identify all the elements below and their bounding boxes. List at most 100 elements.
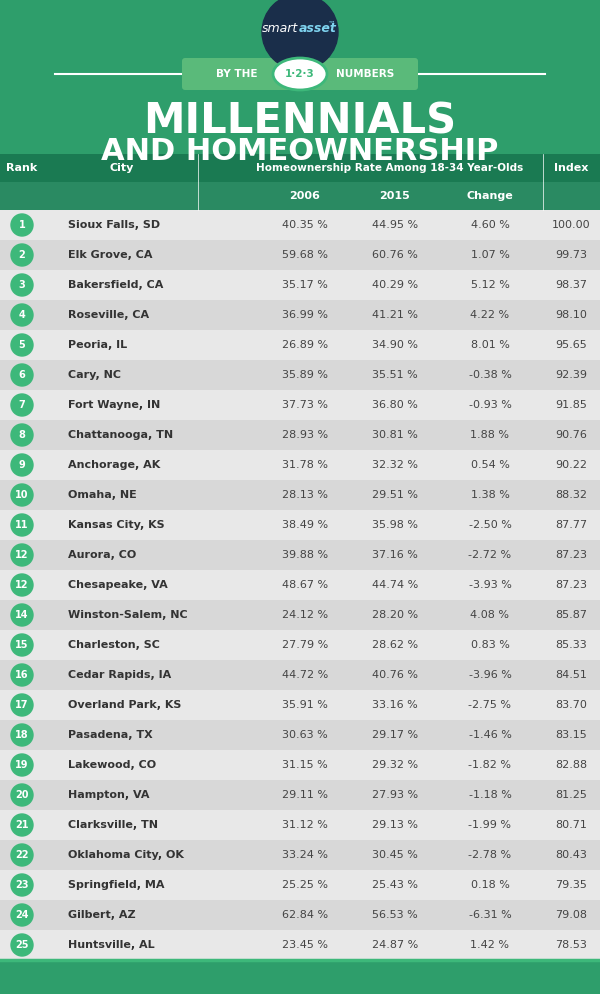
Text: 40.35 %: 40.35 % <box>282 220 328 230</box>
Text: 100.00: 100.00 <box>551 220 590 230</box>
Text: Bakersfield, CA: Bakersfield, CA <box>68 280 163 290</box>
Text: -2.78 %: -2.78 % <box>469 850 512 860</box>
Bar <box>0 450 600 480</box>
Text: -2.72 %: -2.72 % <box>469 550 512 560</box>
Text: 99.73: 99.73 <box>555 250 587 260</box>
Text: Hampton, VA: Hampton, VA <box>68 790 149 800</box>
Text: 34.90 %: 34.90 % <box>372 340 418 350</box>
Bar <box>0 630 600 660</box>
Text: Roseville, CA: Roseville, CA <box>68 310 149 320</box>
Text: 83.70: 83.70 <box>555 700 587 710</box>
Text: 84.51: 84.51 <box>555 670 587 680</box>
Text: Chesapeake, VA: Chesapeake, VA <box>68 580 168 590</box>
Text: 30.45 %: 30.45 % <box>372 850 418 860</box>
Text: -0.93 %: -0.93 % <box>469 400 511 410</box>
Text: 81.25: 81.25 <box>555 790 587 800</box>
Circle shape <box>11 664 33 686</box>
Text: 0.83 %: 0.83 % <box>470 640 509 650</box>
Text: 32.32 %: 32.32 % <box>372 460 418 470</box>
Text: Pasadena, TX: Pasadena, TX <box>68 730 153 740</box>
Circle shape <box>11 244 33 266</box>
Text: -3.96 %: -3.96 % <box>469 670 511 680</box>
Text: 23: 23 <box>15 880 29 890</box>
Text: 95.65: 95.65 <box>555 340 587 350</box>
Text: 5: 5 <box>19 340 25 350</box>
Circle shape <box>11 364 33 386</box>
Text: Cedar Rapids, IA: Cedar Rapids, IA <box>68 670 171 680</box>
Bar <box>0 210 600 240</box>
Text: 10: 10 <box>15 490 29 500</box>
Text: 14: 14 <box>15 610 29 620</box>
Text: 21: 21 <box>15 820 29 830</box>
Bar <box>0 780 600 810</box>
Text: 40.76 %: 40.76 % <box>372 670 418 680</box>
Text: 82.88: 82.88 <box>555 760 587 770</box>
Circle shape <box>11 694 33 716</box>
Text: 85.87: 85.87 <box>555 610 587 620</box>
Text: 1.38 %: 1.38 % <box>470 490 509 500</box>
Text: 29.11 %: 29.11 % <box>282 790 328 800</box>
Text: 87.77: 87.77 <box>555 520 587 530</box>
Circle shape <box>11 814 33 836</box>
Text: 9: 9 <box>19 460 25 470</box>
Circle shape <box>11 214 33 236</box>
Text: 11: 11 <box>15 520 29 530</box>
Circle shape <box>11 424 33 446</box>
Text: Cary, NC: Cary, NC <box>68 370 121 380</box>
FancyBboxPatch shape <box>182 58 418 90</box>
Text: 1.42 %: 1.42 % <box>470 940 509 950</box>
Text: 44.95 %: 44.95 % <box>372 220 418 230</box>
Bar <box>0 900 600 930</box>
Text: 79.35: 79.35 <box>555 880 587 890</box>
Text: Gilbert, AZ: Gilbert, AZ <box>68 910 136 920</box>
Text: 48.67 %: 48.67 % <box>282 580 328 590</box>
Text: 38.49 %: 38.49 % <box>282 520 328 530</box>
Bar <box>0 510 600 540</box>
Text: 20: 20 <box>15 790 29 800</box>
Text: 29.17 %: 29.17 % <box>372 730 418 740</box>
Text: -0.38 %: -0.38 % <box>469 370 511 380</box>
Text: 79.08: 79.08 <box>555 910 587 920</box>
Text: 92.39: 92.39 <box>555 370 587 380</box>
Text: 16: 16 <box>15 670 29 680</box>
Text: 88.32: 88.32 <box>555 490 587 500</box>
Bar <box>0 750 600 780</box>
Circle shape <box>11 514 33 536</box>
Text: 80.71: 80.71 <box>555 820 587 830</box>
Bar <box>0 300 600 330</box>
Bar <box>0 390 600 420</box>
Text: 4.60 %: 4.60 % <box>470 220 509 230</box>
Text: 90.76: 90.76 <box>555 430 587 440</box>
Circle shape <box>11 544 33 566</box>
Text: -2.75 %: -2.75 % <box>469 700 511 710</box>
Bar <box>0 270 600 300</box>
Text: 26.89 %: 26.89 % <box>282 340 328 350</box>
Text: 37.73 %: 37.73 % <box>282 400 328 410</box>
Text: 7: 7 <box>19 400 25 410</box>
Bar <box>0 360 600 390</box>
Text: 24: 24 <box>15 910 29 920</box>
Text: 35.51 %: 35.51 % <box>372 370 418 380</box>
Text: Overland Park, KS: Overland Park, KS <box>68 700 181 710</box>
Text: -2.50 %: -2.50 % <box>469 520 511 530</box>
Circle shape <box>11 394 33 416</box>
Text: 0.54 %: 0.54 % <box>470 460 509 470</box>
Text: 29.51 %: 29.51 % <box>372 490 418 500</box>
Text: Springfield, MA: Springfield, MA <box>68 880 164 890</box>
Text: 33.24 %: 33.24 % <box>282 850 328 860</box>
Text: 12: 12 <box>15 550 29 560</box>
Text: ™: ™ <box>328 20 335 29</box>
Text: Oklahoma City, OK: Oklahoma City, OK <box>68 850 184 860</box>
Text: 90.22: 90.22 <box>555 460 587 470</box>
Text: 44.72 %: 44.72 % <box>282 670 328 680</box>
Text: 33.16 %: 33.16 % <box>372 700 418 710</box>
Text: 1: 1 <box>19 220 25 230</box>
Text: 44.74 %: 44.74 % <box>372 580 418 590</box>
Text: 25.43 %: 25.43 % <box>372 880 418 890</box>
Bar <box>0 480 600 510</box>
Text: 2015: 2015 <box>380 191 410 201</box>
Text: Index: Index <box>554 163 588 173</box>
Bar <box>0 154 600 182</box>
Text: City: City <box>110 163 134 173</box>
Text: Change: Change <box>467 191 514 201</box>
